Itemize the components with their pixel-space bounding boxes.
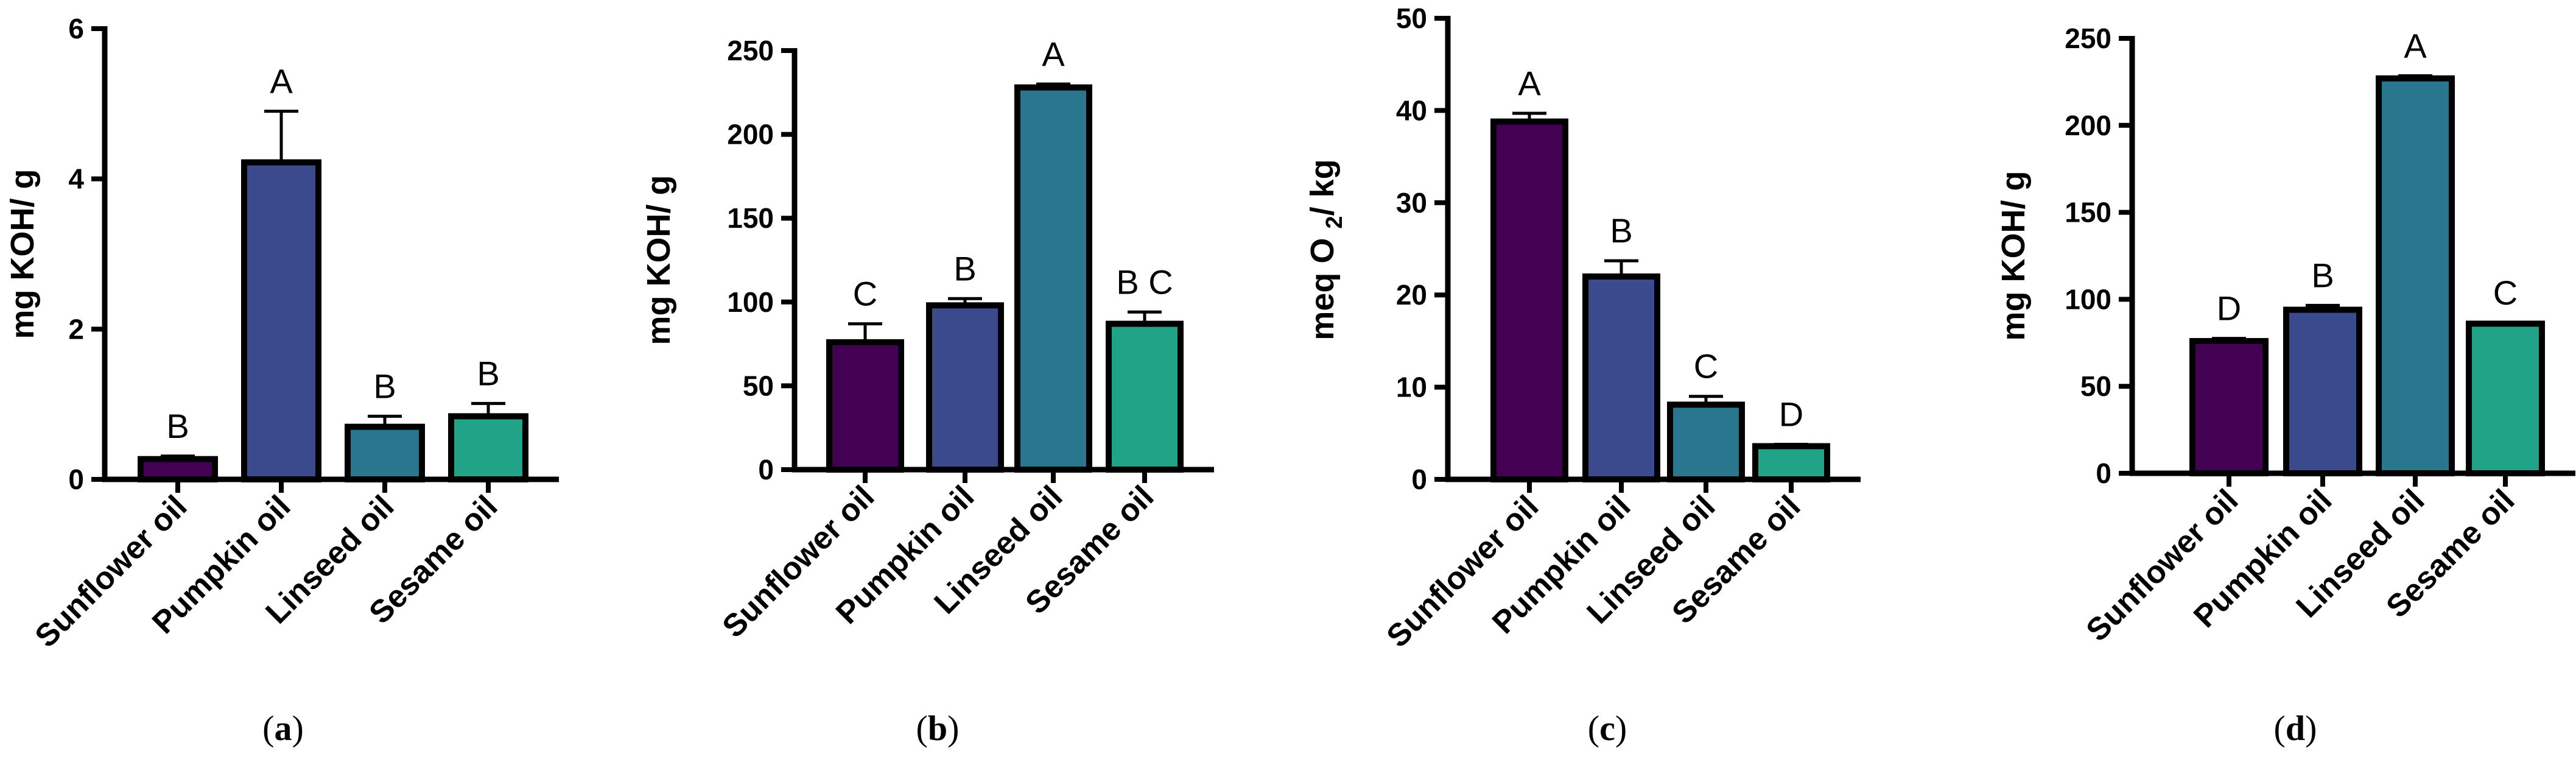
y-tick-label-b-0: 0 bbox=[758, 454, 774, 485]
bar-a-2 bbox=[241, 159, 321, 482]
y-tick-label-d-2: 100 bbox=[2065, 283, 2111, 315]
y-axis-title-a: mg KOH/ g bbox=[4, 169, 41, 339]
error-bar-a-1 bbox=[161, 454, 195, 459]
y-tick-label-d-5: 250 bbox=[2065, 23, 2111, 54]
significance-letter-b-3: A bbox=[1042, 35, 1065, 73]
y-tick-label-d-1: 50 bbox=[2080, 370, 2111, 402]
panel-label-d: (d) bbox=[2274, 708, 2317, 748]
panel-label-c: (c) bbox=[1588, 708, 1627, 748]
y-tick-label-d-0: 0 bbox=[2096, 457, 2111, 489]
y-axis-title-b: mg KOH/ g bbox=[640, 175, 677, 345]
y-tick-label-a-0: 0 bbox=[68, 464, 84, 495]
y-tick-label-b-5: 250 bbox=[727, 35, 774, 66]
error-bar-a-2 bbox=[264, 110, 298, 163]
error-bar-c-4 bbox=[1774, 442, 1808, 446]
significance-letter-d-2: B bbox=[2311, 256, 2334, 294]
bar-a-4 bbox=[448, 413, 528, 483]
significance-letter-d-1: D bbox=[2217, 289, 2241, 328]
error-bar-a-4 bbox=[471, 401, 505, 417]
bar-d-3 bbox=[2376, 75, 2455, 477]
y-axis-title-c: meq O 2/ kg bbox=[1304, 159, 1347, 340]
y-tick-label-d-4: 200 bbox=[2065, 110, 2111, 141]
y-tick-label-c-5: 50 bbox=[1396, 2, 1427, 34]
y-tick-label-c-1: 10 bbox=[1396, 372, 1427, 403]
y-tick-label-c-0: 0 bbox=[1411, 464, 1427, 495]
y-tick-label-a-3: 6 bbox=[68, 13, 84, 44]
significance-letter-d-4: C bbox=[2493, 273, 2518, 312]
panel-label-a: (a) bbox=[262, 708, 304, 748]
error-bar-d-2 bbox=[2306, 303, 2340, 310]
significance-letter-c-1: A bbox=[1518, 64, 1541, 102]
error-bar-b-3 bbox=[1036, 82, 1070, 88]
significance-letter-a-1: B bbox=[166, 407, 189, 445]
bar-b-2 bbox=[926, 302, 1004, 473]
bar-c-2 bbox=[1582, 273, 1660, 482]
y-tick-label-a-2: 4 bbox=[68, 163, 84, 195]
bar-a-1 bbox=[138, 456, 218, 483]
bar-a-3 bbox=[345, 423, 425, 483]
y-tick-label-b-3: 150 bbox=[727, 202, 774, 234]
error-bar-b-4 bbox=[1128, 310, 1162, 324]
error-bar-c-1 bbox=[1512, 111, 1546, 122]
y-tick-label-c-2: 20 bbox=[1396, 279, 1427, 311]
y-tick-label-b-4: 200 bbox=[727, 119, 774, 150]
significance-letter-b-2: B bbox=[953, 249, 976, 288]
bar-b-3 bbox=[1014, 84, 1092, 473]
bar-c-1 bbox=[1490, 118, 1568, 482]
bar-b-1 bbox=[826, 339, 904, 473]
y-tick-label-d-3: 150 bbox=[2065, 197, 2111, 228]
significance-letter-b-4: B C bbox=[1116, 263, 1173, 301]
significance-letter-c-3: C bbox=[1694, 347, 1718, 386]
error-bar-b-1 bbox=[848, 322, 882, 342]
y-tick-label-a-1: 2 bbox=[68, 313, 84, 345]
error-bar-d-3 bbox=[2398, 74, 2432, 79]
y-tick-label-b-1: 50 bbox=[743, 370, 774, 401]
error-bar-c-3 bbox=[1689, 395, 1723, 405]
bar-b-4 bbox=[1106, 320, 1184, 473]
error-bar-c-2 bbox=[1604, 259, 1638, 277]
significance-letter-a-4: B bbox=[477, 354, 499, 392]
bar-d-1 bbox=[2189, 337, 2269, 476]
error-bar-d-1 bbox=[2212, 337, 2246, 341]
y-tick-label-c-4: 40 bbox=[1396, 94, 1427, 126]
y-axis-title-d: mg KOH/ g bbox=[1995, 171, 2032, 341]
error-bar-a-3 bbox=[368, 414, 402, 427]
significance-letter-c-4: D bbox=[1779, 395, 1803, 433]
bar-c-3 bbox=[1667, 401, 1745, 483]
panel-label-b: (b) bbox=[916, 708, 960, 748]
significance-letter-b-1: C bbox=[853, 275, 877, 313]
bar-c-4 bbox=[1752, 443, 1830, 482]
significance-letter-a-3: B bbox=[373, 367, 396, 405]
y-tick-label-b-2: 100 bbox=[727, 286, 774, 318]
significance-letter-d-3: A bbox=[2404, 26, 2427, 65]
bar-d-2 bbox=[2283, 306, 2362, 476]
significance-letter-a-2: A bbox=[270, 62, 293, 101]
error-bar-b-2 bbox=[948, 297, 982, 306]
y-tick-label-c-3: 30 bbox=[1396, 187, 1427, 219]
bar-d-4 bbox=[2466, 320, 2545, 476]
significance-letter-c-2: B bbox=[1610, 211, 1632, 250]
